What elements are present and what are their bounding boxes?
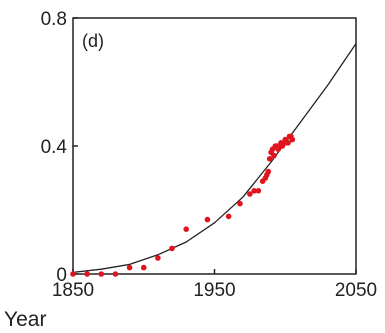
y-tick-label-0: 0 xyxy=(56,265,67,286)
data-point-14 xyxy=(255,188,262,194)
x-tick-label-2050: 2050 xyxy=(335,280,377,301)
data-point-9 xyxy=(204,216,211,223)
data-point-0 xyxy=(70,271,76,277)
point-layer xyxy=(70,133,296,277)
data-point-2 xyxy=(98,271,105,277)
data-point-35 xyxy=(289,136,296,143)
data-point-5 xyxy=(140,264,147,271)
data-point-13 xyxy=(251,188,257,194)
data-point-10 xyxy=(225,213,232,220)
panel-label: (d) xyxy=(82,31,104,51)
data-point-22 xyxy=(271,152,277,159)
y-tick-label-0.4: 0.4 xyxy=(41,137,68,158)
line-layer xyxy=(72,43,357,274)
x-tick-label-1850: 1850 xyxy=(52,280,94,301)
data-point-1 xyxy=(84,271,90,277)
data-point-32 xyxy=(285,140,291,146)
tick-labels: 1850 1950 2050 0 0.4 0.8 xyxy=(41,9,378,301)
axis-ticks xyxy=(72,17,357,275)
y-tick-label-0.8: 0.8 xyxy=(41,9,67,30)
data-point-18 xyxy=(265,168,272,175)
plot-frame xyxy=(72,17,357,275)
fit-curve xyxy=(72,43,357,274)
x-axis-title: Year xyxy=(4,308,46,331)
data-point-8 xyxy=(183,226,189,232)
data-point-19 xyxy=(266,156,273,162)
data-point-4 xyxy=(126,264,133,271)
x-tick-label-1950: 1950 xyxy=(193,280,235,301)
data-point-7 xyxy=(169,245,175,252)
data-point-11 xyxy=(237,200,243,207)
data-point-3 xyxy=(112,271,119,277)
data-point-6 xyxy=(155,255,161,261)
data-point-12 xyxy=(247,191,253,197)
